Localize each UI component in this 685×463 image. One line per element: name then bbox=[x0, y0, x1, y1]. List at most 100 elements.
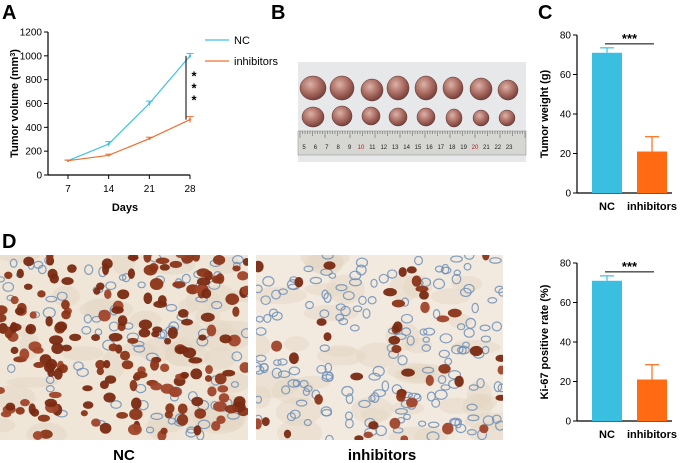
blue-nucleus bbox=[455, 423, 467, 434]
blue-nucleus bbox=[463, 283, 475, 294]
brown-nucleus bbox=[0, 305, 8, 315]
brown-nucleus bbox=[204, 375, 213, 382]
tumor-photo: 5 6 7 8 9 10 11 12 13 14 15 16 17 18 19 20 21 22 23 bbox=[297, 62, 527, 162]
blue-nucleus bbox=[468, 384, 479, 391]
y-tick-label: 1000 bbox=[20, 51, 43, 62]
brown-nucleus bbox=[150, 359, 160, 371]
brown-nucleus bbox=[425, 374, 434, 386]
blue-nucleus bbox=[358, 295, 367, 306]
blue-nucleus bbox=[427, 421, 440, 429]
brown-nucleus bbox=[127, 268, 135, 279]
blue-nucleus bbox=[414, 255, 424, 266]
blue-nucleus bbox=[321, 255, 334, 260]
brown-nucleus bbox=[4, 271, 13, 279]
blue-nucleus bbox=[335, 313, 345, 322]
blue-nucleus bbox=[305, 300, 314, 310]
blue-nucleus bbox=[421, 366, 435, 374]
blue-nucleus bbox=[263, 313, 272, 323]
y-tick-label: 0 bbox=[565, 417, 571, 428]
tumor-specimen bbox=[414, 75, 438, 101]
data-point bbox=[107, 154, 110, 157]
blue-nucleus bbox=[462, 341, 470, 349]
blue-nucleus bbox=[9, 258, 18, 268]
y-tick-label: 400 bbox=[25, 123, 42, 134]
brown-nucleus bbox=[51, 342, 64, 355]
blue-nucleus bbox=[197, 419, 211, 430]
blue-nucleus bbox=[316, 364, 327, 374]
blue-nucleus bbox=[394, 408, 408, 415]
tumor-specimen bbox=[301, 106, 325, 128]
brown-nucleus bbox=[218, 393, 230, 403]
blue-nucleus bbox=[277, 370, 291, 379]
stroma-fiber bbox=[203, 347, 237, 370]
blue-nucleus bbox=[450, 255, 463, 263]
x-axis-label: Days bbox=[112, 202, 138, 214]
ki67-micrograph-inhibitors bbox=[256, 255, 503, 440]
ki67-micrograph-nc bbox=[0, 255, 248, 440]
brown-nucleus bbox=[212, 255, 226, 265]
blue-nucleus bbox=[287, 379, 300, 388]
ruler-number: 22 bbox=[494, 145, 501, 151]
brown-nucleus bbox=[256, 260, 264, 273]
blue-nucleus bbox=[321, 289, 329, 300]
brown-nucleus bbox=[61, 344, 72, 352]
series-line-nc bbox=[67, 55, 191, 162]
y-tick-label: 80 bbox=[560, 31, 572, 42]
ruler-number: 12 bbox=[380, 145, 387, 151]
blue-nucleus bbox=[309, 276, 323, 285]
brown-nucleus bbox=[9, 323, 22, 332]
brown-nucleus bbox=[45, 316, 53, 327]
blue-nucleus bbox=[397, 355, 408, 366]
brown-nucleus bbox=[454, 375, 464, 387]
ruler-markings: 5 6 7 8 9 10 11 12 13 14 15 16 17 18 19 20 21 22 23 bbox=[299, 131, 526, 151]
brown-nucleus bbox=[127, 255, 139, 261]
brown-nucleus bbox=[495, 394, 503, 401]
brown-nucleus bbox=[323, 332, 332, 342]
blue-nucleus bbox=[321, 374, 334, 382]
brown-nucleus bbox=[411, 275, 422, 287]
brown-nucleus bbox=[196, 268, 210, 277]
tumor-specimen bbox=[360, 78, 384, 102]
blue-nucleus bbox=[426, 391, 436, 402]
brown-nucleus bbox=[401, 368, 415, 377]
brown-nucleus bbox=[182, 347, 197, 358]
blue-nucleus bbox=[342, 290, 355, 301]
blue-nucleus bbox=[432, 309, 441, 319]
ruler-number: 8 bbox=[337, 145, 341, 151]
data-point bbox=[148, 137, 151, 140]
brown-nucleus bbox=[389, 417, 401, 429]
blue-nucleus bbox=[463, 262, 472, 271]
stroma-fiber bbox=[470, 393, 498, 411]
blue-nucleus bbox=[480, 335, 492, 343]
data-point bbox=[148, 102, 151, 105]
panel-label-c: C bbox=[538, 2, 552, 24]
blue-nucleus bbox=[438, 349, 450, 359]
blue-nucleus bbox=[400, 313, 414, 324]
brown-nucleus bbox=[438, 363, 451, 374]
brown-nucleus bbox=[37, 414, 50, 422]
stroma-fiber bbox=[283, 336, 309, 352]
tumor-specimens bbox=[299, 75, 519, 128]
stroma-fiber bbox=[355, 342, 402, 369]
blue-nucleus bbox=[133, 344, 146, 353]
ruler-number: 14 bbox=[403, 145, 410, 151]
y-tick-label: 20 bbox=[560, 377, 572, 388]
blue-nucleus bbox=[362, 308, 371, 319]
brown-nucleus bbox=[96, 367, 105, 376]
tumor-specimen bbox=[472, 109, 490, 127]
brown-nucleus bbox=[392, 321, 403, 333]
data-point bbox=[188, 54, 192, 58]
brown-nucleus bbox=[61, 277, 74, 286]
brown-nucleus bbox=[131, 397, 142, 410]
ruler-number: 15 bbox=[415, 145, 422, 151]
data-point bbox=[66, 159, 70, 162]
brown-nucleus bbox=[95, 359, 106, 370]
brown-nucleus bbox=[224, 404, 238, 414]
significance-mark: * bbox=[191, 69, 197, 84]
blue-nucleus bbox=[370, 278, 378, 288]
brown-nucleus bbox=[314, 394, 323, 405]
blue-nucleus bbox=[319, 309, 330, 319]
brown-nucleus bbox=[19, 348, 30, 361]
brown-nucleus bbox=[191, 396, 204, 407]
